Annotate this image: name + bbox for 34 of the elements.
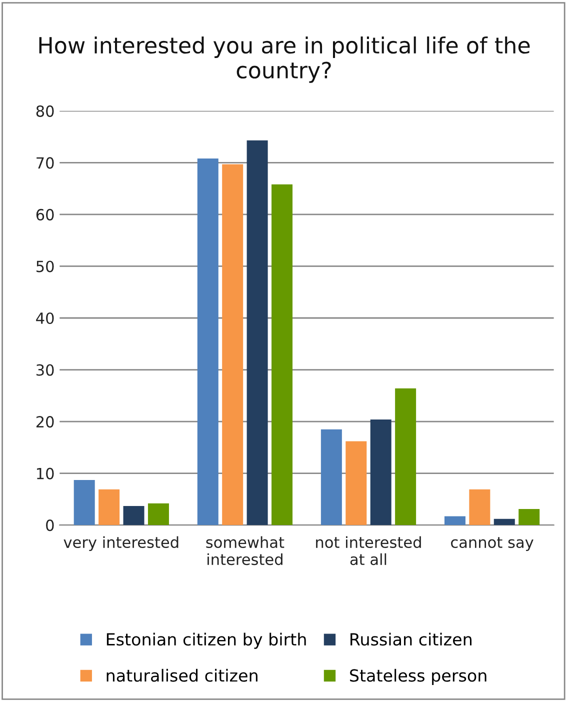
bar: [197, 158, 218, 526]
bar: [370, 419, 392, 526]
bar: [246, 140, 268, 526]
bar: [469, 489, 490, 526]
bar: [272, 184, 293, 526]
y-tick-label: 0: [46, 520, 54, 532]
bar: [444, 516, 466, 526]
y-tick-label: 70: [36, 157, 54, 169]
y-tick-label: 60: [36, 208, 54, 220]
x-tick-label: very interested: [64, 536, 178, 551]
y-tick-label: 80: [36, 105, 54, 117]
y-tick-label: 30: [36, 364, 54, 376]
bar: [98, 489, 120, 526]
legend-label: Stateless person: [350, 668, 486, 686]
bar: [395, 388, 416, 526]
bar: [74, 480, 95, 526]
legend-label: Russian citizen: [350, 632, 472, 646]
legend-label: naturalised citizen: [106, 668, 258, 682]
y-tick-label: 50: [36, 260, 54, 272]
bar: [346, 441, 367, 526]
y-tick-label: 10: [37, 468, 54, 480]
bar: [518, 509, 540, 526]
bar: [320, 429, 342, 526]
chart-title: How interested you are in political life of the country?: [39, 36, 530, 83]
bar: [148, 503, 169, 526]
bar: [222, 164, 244, 526]
x-tick-label: cannot say: [451, 537, 534, 551]
legend-label: Estonian citizen by birth: [106, 632, 306, 649]
y-tick-label: 20: [36, 416, 54, 428]
x-tick-label: not interested at all: [316, 536, 421, 566]
x-tick-label: somewhat interested: [206, 536, 284, 566]
bar: [123, 506, 144, 526]
y-tick-label: 40: [36, 312, 54, 324]
bar: [494, 518, 515, 526]
